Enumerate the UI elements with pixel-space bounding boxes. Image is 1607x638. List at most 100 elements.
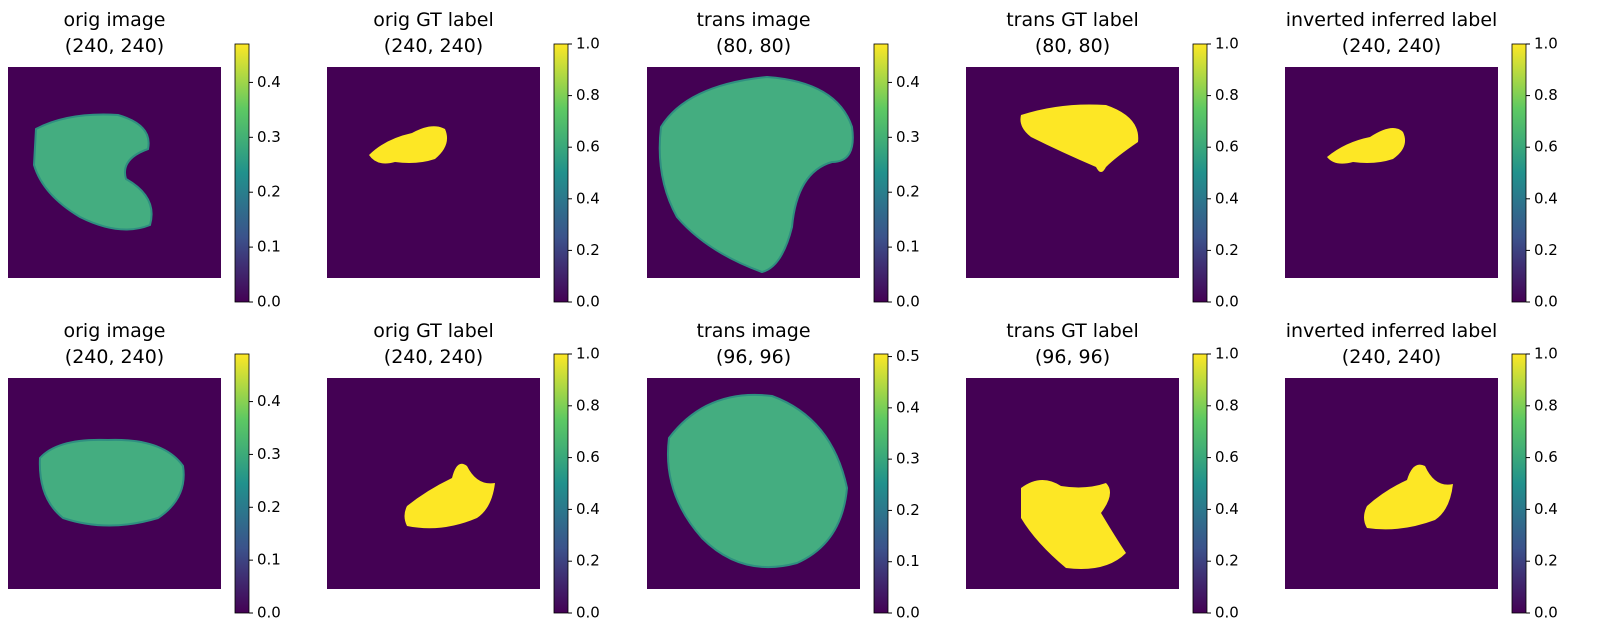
colorbar — [235, 44, 249, 302]
colorbar-tick-label: 0.0 — [896, 293, 920, 311]
colorbar-tick-label: 0.0 — [257, 293, 281, 311]
panel: trans GT label (96, 96) 0.0 0.2 0.4 0.6 0.8 1.0 — [966, 320, 1239, 622]
image-background — [327, 378, 540, 589]
page: {"chart_data": [ {"type": "image", "titl… — [0, 0, 1607, 638]
panel-subtitle: (80, 80) — [716, 35, 791, 57]
colorbar-tick-label: 1.0 — [1215, 35, 1239, 53]
panel-subtitle: (240, 240) — [65, 35, 164, 57]
image-background — [966, 67, 1179, 278]
colorbar-tick-label: 0.4 — [257, 73, 281, 91]
panel: trans image(96, 96)0.00.10.20.30.40.5 — [647, 320, 920, 622]
colorbar — [1193, 354, 1207, 613]
colorbar-tick-label: 0.4 — [896, 398, 920, 416]
panel-subtitle: (240, 240) — [1342, 346, 1441, 368]
colorbar-tick-label: 0.0 — [576, 293, 600, 311]
colorbar-tick-label: 0.4 — [576, 189, 600, 207]
colorbar-tick-label: 0.6 — [576, 138, 600, 156]
colorbar-tick-label: 0.8 — [1534, 396, 1558, 414]
colorbar-tick-label: 0.2 — [1215, 552, 1239, 570]
panel-title: orig GT label — [373, 9, 493, 31]
colorbar-tick-label: 0.2 — [896, 501, 920, 519]
image-background — [1285, 67, 1498, 278]
colorbar-tick-label: 0.8 — [1215, 86, 1239, 104]
panel-title: inverted inferred label — [1286, 320, 1498, 342]
colorbar-tick-label: 1.0 — [576, 345, 600, 363]
panel-subtitle: (96, 96) — [1035, 346, 1110, 368]
colorbar — [1193, 44, 1207, 302]
panel-subtitle: (240, 240) — [384, 35, 483, 57]
panel-subtitle: (96, 96) — [716, 346, 791, 368]
colorbar-tick-label: 0.4 — [576, 500, 600, 518]
colorbar — [554, 44, 568, 302]
panel-title: orig image — [64, 320, 166, 342]
panel-title: trans image — [696, 320, 810, 342]
colorbar — [235, 354, 249, 613]
colorbar-tick-label: 0.2 — [576, 241, 600, 259]
colorbar-tick-label: 0.0 — [257, 604, 281, 622]
colorbar — [874, 44, 888, 302]
colorbar-tick-label: 0.4 — [1215, 189, 1239, 207]
colorbar-tick-label: 0.4 — [1534, 500, 1558, 518]
panel: inverted inferred label(240, 240)0.00.20… — [1285, 9, 1558, 311]
colorbar-tick-label: 1.0 — [1534, 35, 1558, 53]
colorbar-tick-label: 0.2 — [896, 183, 920, 201]
panel-title: trans GT label — [1006, 9, 1139, 31]
colorbar-tick-label: 0.4 — [1215, 500, 1239, 518]
image-background — [327, 67, 540, 278]
colorbar-tick-label: 0.6 — [1215, 448, 1239, 466]
colorbar-tick-label: 0.0 — [1534, 293, 1558, 311]
colorbar-tick-label: 0.1 — [896, 238, 920, 256]
colorbar-tick-label: 0.3 — [257, 445, 281, 463]
colorbar — [554, 354, 568, 613]
colorbar — [874, 354, 888, 613]
colorbar-tick-label: 0.2 — [257, 498, 281, 516]
colorbar-tick-label: 0.8 — [1534, 86, 1558, 104]
panel: trans image(80, 80)0.00.10.20.30.4 — [647, 9, 920, 311]
colorbar-tick-label: 0.2 — [1215, 241, 1239, 259]
panel-title: orig GT label — [373, 320, 493, 342]
colorbar-tick-label: 0.4 — [896, 73, 920, 91]
colorbar-tick-label: 0.6 — [1534, 138, 1558, 156]
colorbar-tick-label: 0.4 — [1534, 189, 1558, 207]
colorbar-tick-label: 1.0 — [1534, 345, 1558, 363]
colorbar-tick-label: 0.2 — [257, 183, 281, 201]
colorbar-tick-label: 0.1 — [257, 238, 281, 256]
panel: orig GT label (240, 240) 0.0 0.2 0.4 0.6 0.8 1.… — [327, 320, 600, 622]
colorbar-tick-label: 0.3 — [257, 128, 281, 146]
panel: orig GT label (240, 240) 0.0 0.2 0.4 0.6 0.8 1.… — [327, 9, 600, 311]
image-content — [40, 440, 184, 526]
panel-subtitle: (240, 240) — [384, 346, 483, 368]
colorbar-tick-label: 0.3 — [896, 128, 920, 146]
panel: trans GT label (80, 80) 0.0 0.2 0.4 0.6 0.8 1.0 — [966, 9, 1239, 311]
colorbar-tick-label: 1.0 — [1215, 345, 1239, 363]
colorbar-tick-label: 0.2 — [576, 552, 600, 570]
colorbar — [1512, 44, 1526, 302]
colorbar-tick-label: 0.2 — [1534, 241, 1558, 259]
colorbar-tick-label: 0.0 — [1215, 293, 1239, 311]
colorbar-tick-label: 0.1 — [257, 551, 281, 569]
panel-subtitle: (80, 80) — [1035, 35, 1110, 57]
panel: inverted inferred label (240, 240) 0.0 0.2 0… — [1285, 320, 1558, 622]
colorbar-tick-label: 0.8 — [1215, 396, 1239, 414]
figure: orig image(240, 240)0.00.10.20.30.4orig … — [0, 0, 1607, 638]
colorbar-tick-label: 0.6 — [576, 448, 600, 466]
panel: orig image(240, 240)0.00.10.20.30.4 — [8, 320, 281, 622]
colorbar-tick-label: 0.8 — [576, 396, 600, 414]
colorbar-tick-label: 0.0 — [576, 604, 600, 622]
colorbar-tick-label: 0.6 — [1534, 448, 1558, 466]
panel-title: orig image — [64, 9, 166, 31]
colorbar-tick-label: 1.0 — [576, 35, 600, 53]
colorbar-tick-label: 0.0 — [1534, 604, 1558, 622]
colorbar-tick-label: 0.0 — [896, 604, 920, 622]
colorbar-tick-label: 0.5 — [896, 347, 920, 365]
colorbar-tick-label: 0.8 — [576, 86, 600, 104]
colorbar-tick-label: 0.0 — [1215, 604, 1239, 622]
panel-title: inverted inferred label — [1286, 9, 1498, 31]
colorbar-tick-label: 0.6 — [1215, 138, 1239, 156]
colorbar-tick-label: 0.3 — [896, 450, 920, 468]
colorbar-tick-label: 0.2 — [1534, 552, 1558, 570]
colorbar — [1512, 354, 1526, 613]
panel-title: trans GT label — [1006, 320, 1139, 342]
image-background — [1285, 378, 1498, 589]
panel: orig image (240, 240) 0.0 0.1 0.2 0.3 0.4 — [8, 9, 281, 311]
